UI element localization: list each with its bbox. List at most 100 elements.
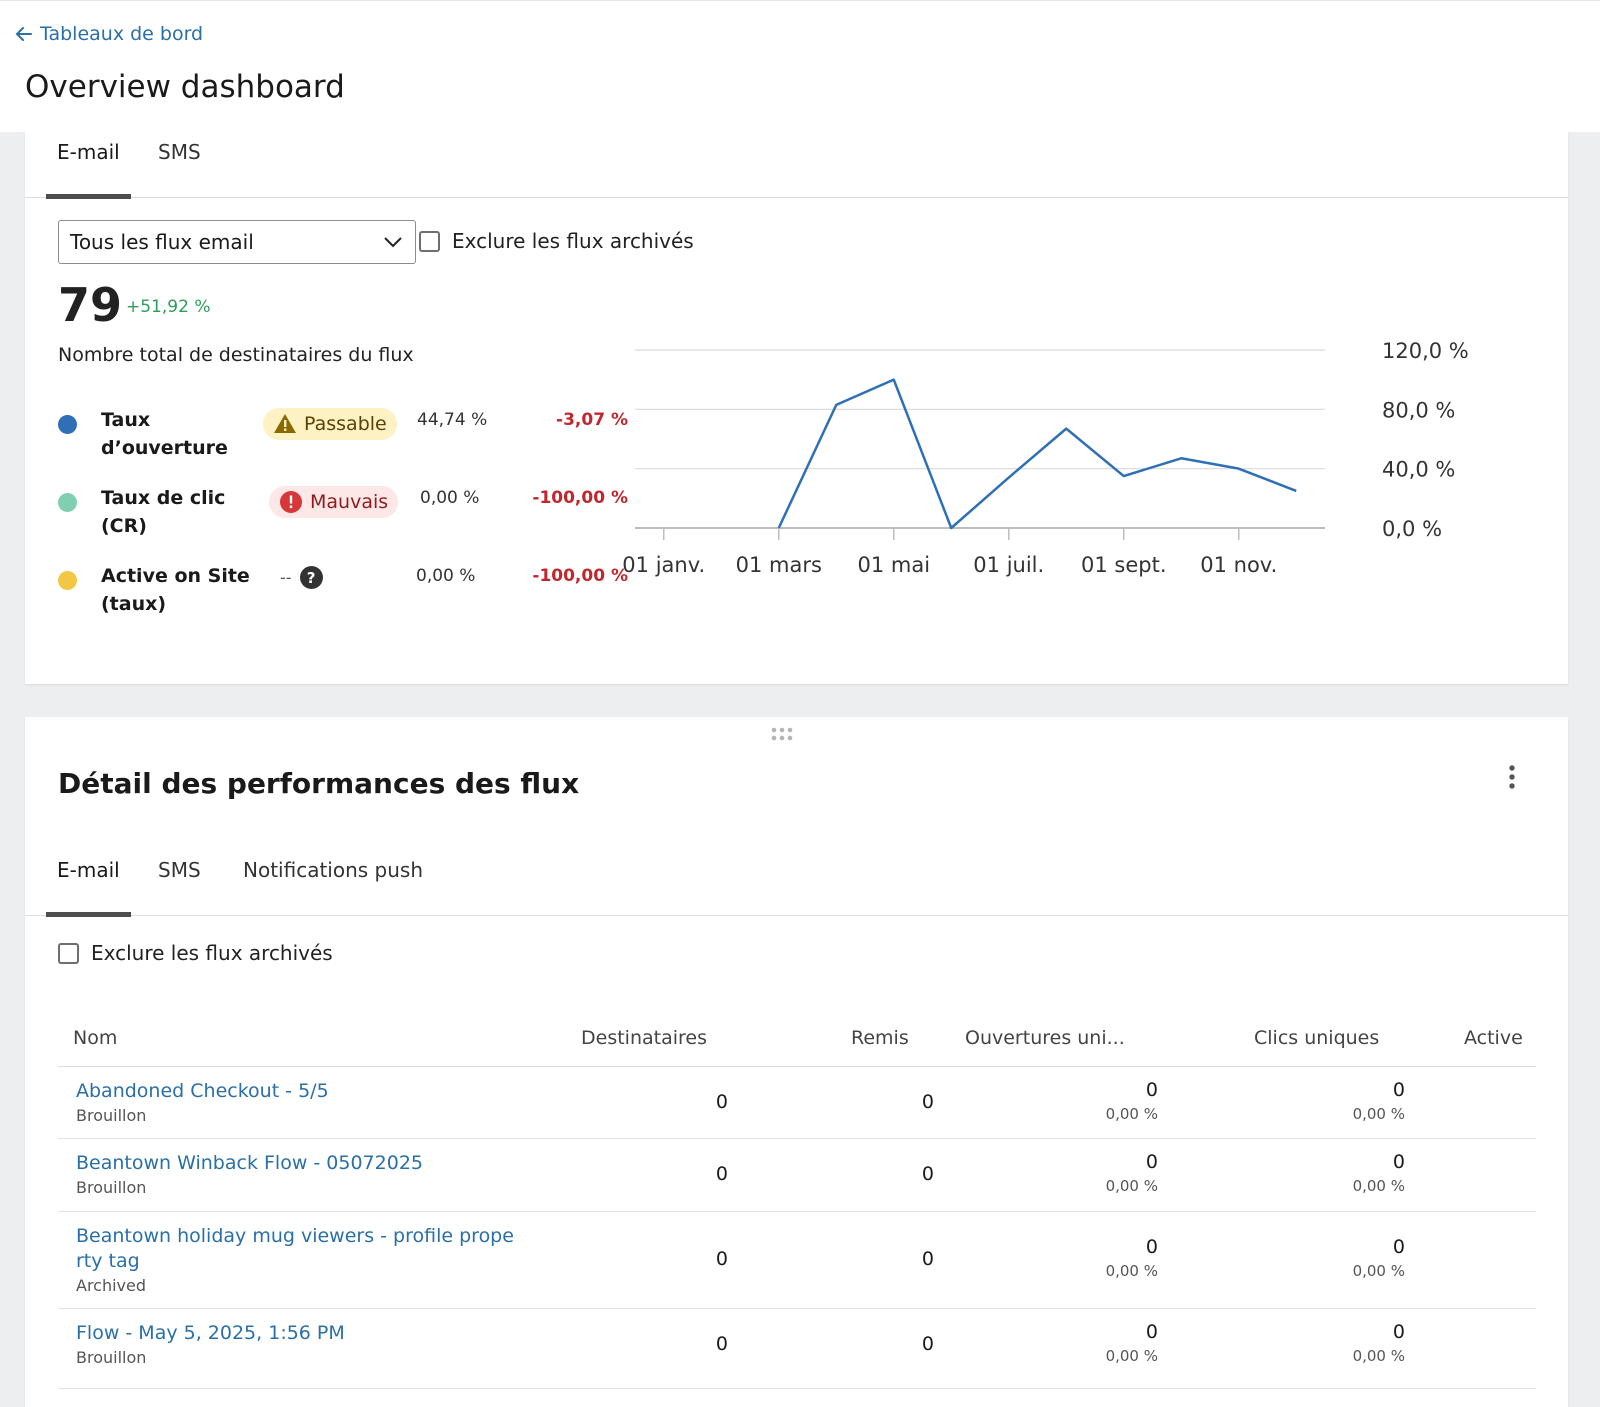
arrow-left-icon [15, 27, 32, 41]
chart-y-axis: 0,0 % 40,0 % 80,0 % 120,0 % [1382, 339, 1469, 541]
detail-card: Détail des performances des flux E-mail … [25, 717, 1568, 1407]
status-badge-label: Mauvais [310, 491, 389, 513]
flow-link[interactable]: Beantown Winback Flow - 05072025 [76, 1152, 424, 1174]
metric-name: Taux d’ouverture [101, 409, 228, 459]
tab-email[interactable]: E-mail [46, 850, 131, 917]
exclude-archived-checkbox[interactable]: Exclure les flux archivés [419, 229, 694, 253]
column-header-recipients[interactable]: Destinataires [581, 1027, 707, 1049]
flow-name-cell: Abandoned Checkout - 5/5 Brouillon [76, 1079, 516, 1125]
opens-pct: 0,00 % [1105, 1347, 1158, 1365]
checkbox-box[interactable] [58, 942, 79, 964]
recipients-value: 0 [715, 1248, 728, 1270]
chart-series [777, 378, 1297, 530]
metric-value: 0,00 % [416, 566, 476, 586]
page-header: Tableaux de bord Overview dashboard [0, 0, 1600, 132]
metric-name: Taux de clic (CR) [101, 487, 226, 537]
y-tick-label: 120,0 % [1382, 339, 1469, 363]
metric-value: 0,00 % [420, 488, 480, 508]
clicks-value: 0 [1392, 1151, 1405, 1173]
metric-delta: -3,07 % [556, 410, 628, 430]
flow-status: Archived [76, 1276, 147, 1295]
flow-status: Brouillon [76, 1178, 147, 1197]
drag-handle-icon[interactable] [769, 725, 799, 745]
trend-chart: 0,0 % 40,0 % 80,0 % 120,0 % 01 janv. 01 mars… [622, 339, 1469, 577]
y-tick-label: 80,0 % [1382, 398, 1455, 422]
exclude-archived-checkbox[interactable]: Exclure les flux archivés [58, 941, 333, 965]
clicks-pct: 0,00 % [1352, 1177, 1405, 1195]
x-tick-label: 01 mars [736, 553, 822, 577]
column-header-unique-opens[interactable]: Ouvertures uni... [965, 1027, 1125, 1049]
more-options-icon[interactable] [1506, 763, 1518, 793]
flow-name-cell: Flow - May 5, 2025, 1:56 PM Brouillon [76, 1321, 516, 1367]
opens-value: 0 [1145, 1079, 1158, 1101]
metric-row-active-on-site: Active on Site (taux) -- ? 0,00 % -100,0… [58, 562, 628, 634]
recipients-value: 0 [715, 1163, 728, 1185]
clicks-pct: 0,00 % [1352, 1347, 1405, 1365]
clicks-value: 0 [1392, 1321, 1405, 1343]
metric-row-open-rate: Taux d’ouverture Passable 44,74 % -3,07 … [58, 406, 628, 478]
x-tick-label: 01 janv. [622, 553, 705, 577]
table-row[interactable]: Flow - May 5, 2025, 1:56 PM Brouillon 0 … [58, 1309, 1536, 1389]
section-title: Détail des performances des flux [58, 767, 580, 800]
detail-tabs: E-mail SMS Notifications push [25, 850, 1568, 917]
recipients-value: 0 [715, 1091, 728, 1113]
recipients-value: 0 [715, 1333, 728, 1355]
x-tick-label: 01 juil. [973, 553, 1044, 577]
metric-value: 44,74 % [417, 410, 488, 430]
flow-link[interactable]: Beantown holiday mug viewers - profile p… [76, 1225, 514, 1272]
column-header-unique-clicks[interactable]: Clics uniques [1254, 1027, 1380, 1049]
overview-card: E-mail SMS Tous les flux email Exclure l… [25, 132, 1568, 684]
x-tick-label: 01 mai [857, 553, 930, 577]
chevron-down-icon [384, 237, 402, 248]
status-badge: Passable [263, 408, 397, 440]
opens-value: 0 [1145, 1236, 1158, 1258]
chart-x-axis: 01 janv. 01 mars 01 mai 01 juil. 01 sept. 01 … [622, 528, 1277, 577]
back-link[interactable]: Tableaux de bord [14, 23, 203, 45]
table-header: Nom Destinataires Remis Ouvertures uni..… [58, 1017, 1536, 1067]
delivered-value: 0 [921, 1091, 934, 1113]
column-header-delivered[interactable]: Remis [851, 1027, 909, 1049]
chart-grid [635, 349, 1325, 529]
flow-status: Brouillon [76, 1348, 147, 1367]
total-delta: +51,92 % [126, 297, 211, 317]
flow-link[interactable]: Flow - May 5, 2025, 1:56 PM [76, 1322, 345, 1344]
status-badge: Mauvais [269, 486, 399, 518]
x-tick-label: 01 sept. [1081, 553, 1167, 577]
flow-status: Brouillon [76, 1106, 147, 1125]
tab-push-notifications[interactable]: Notifications push [243, 858, 423, 882]
status-none-label: -- [280, 568, 292, 587]
page-title: Overview dashboard [25, 69, 345, 105]
table-row[interactable]: Abandoned Checkout - 5/5 Brouillon 0 0 0… [58, 1067, 1536, 1139]
metric-delta: -100,00 % [532, 488, 628, 508]
flow-name-cell: Beantown Winback Flow - 05072025 Brouill… [76, 1151, 516, 1197]
help-icon[interactable]: ? [299, 566, 323, 589]
table-row[interactable]: Beantown Winback Flow - 05072025 Brouill… [58, 1139, 1536, 1212]
tab-email[interactable]: E-mail [46, 132, 131, 199]
legend-dot [58, 571, 77, 590]
delivered-value: 0 [921, 1163, 934, 1185]
clicks-value: 0 [1392, 1236, 1405, 1258]
flow-filter-select[interactable]: Tous les flux email [58, 220, 416, 264]
checkbox-box[interactable] [419, 230, 440, 252]
clicks-value: 0 [1392, 1079, 1405, 1101]
flow-performance-table: Nom Destinataires Remis Ouvertures uni..… [58, 1017, 1536, 1389]
opens-pct: 0,00 % [1105, 1262, 1158, 1280]
column-header-active[interactable]: Active [1464, 1027, 1523, 1049]
tab-sms[interactable]: SMS [158, 858, 201, 882]
total-recipients: 79 [58, 278, 123, 332]
metric-name: Active on Site (taux) [101, 565, 250, 615]
flow-link[interactable]: Abandoned Checkout - 5/5 [76, 1080, 329, 1102]
metric-delta: -100,00 % [532, 566, 628, 586]
flow-name-cell: Beantown holiday mug viewers - profile p… [76, 1224, 516, 1295]
tab-sms[interactable]: SMS [158, 140, 201, 164]
column-header-name[interactable]: Nom [73, 1027, 118, 1049]
legend-dot [58, 493, 77, 512]
status-none: -- ? [280, 566, 323, 589]
table-row[interactable]: Beantown holiday mug viewers - profile p… [58, 1212, 1536, 1309]
series-line-open-rate [777, 378, 1297, 530]
legend-dot [58, 415, 77, 434]
total-label: Nombre total de destinataires du flux [58, 344, 414, 366]
back-link-label: Tableaux de bord [40, 23, 204, 45]
opens-value: 0 [1145, 1321, 1158, 1343]
x-tick-label: 01 nov. [1200, 553, 1277, 577]
